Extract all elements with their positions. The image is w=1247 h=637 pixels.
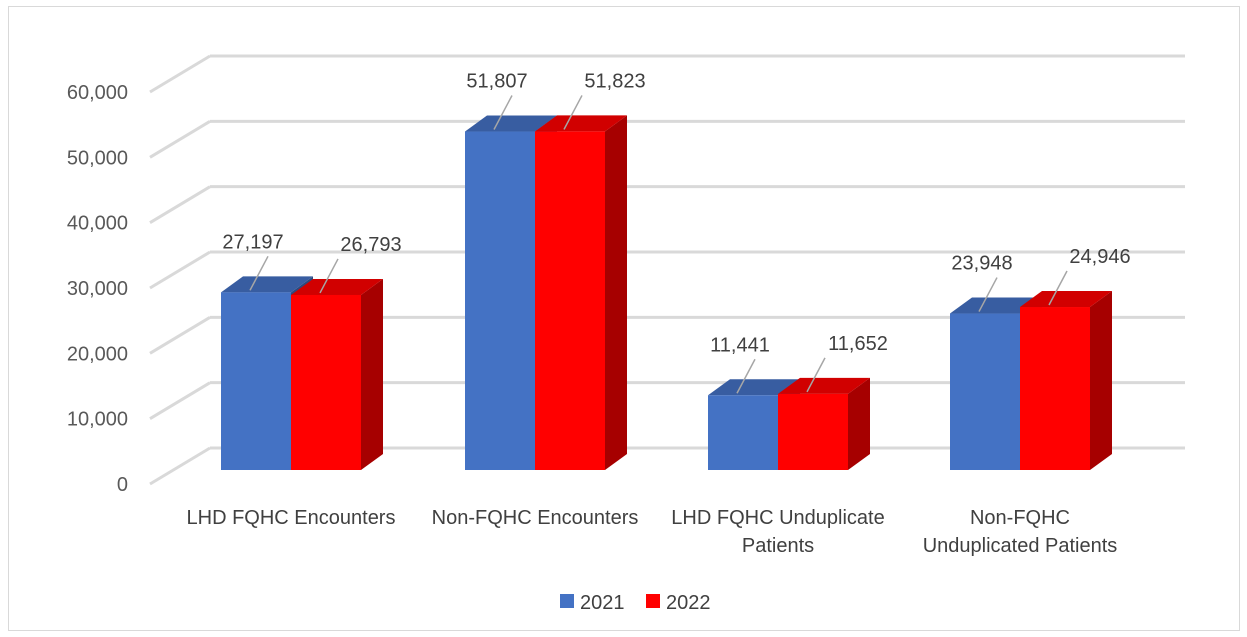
bar-top: [291, 278, 383, 295]
legend-swatch: [646, 594, 660, 608]
bar: [465, 131, 535, 471]
bar: [950, 313, 1020, 470]
leader-line: [736, 358, 756, 394]
gridline-depth: [149, 54, 211, 94]
gridline-depth: [149, 250, 211, 290]
y-tick-label: 40,000: [67, 213, 128, 235]
leader-line: [1048, 270, 1068, 306]
x-category-label: Non-FQHC: [970, 507, 1070, 529]
bar-top: [535, 115, 627, 132]
leader-line: [563, 95, 583, 130]
leader-line: [806, 357, 826, 393]
bars: [221, 115, 1112, 471]
gridline-depth: [149, 381, 211, 420]
y-tick-label: 10,000: [67, 409, 128, 431]
leader-line: [249, 255, 269, 291]
bar-top: [950, 297, 1042, 314]
x-category-label: LHD FQHC Encounters: [187, 507, 396, 529]
leader-line: [978, 277, 998, 312]
bar-top: [708, 379, 800, 396]
x-category-label: Non-FQHC Encounters: [432, 507, 639, 529]
gridline-depth: [149, 185, 211, 224]
x-category-label: Unduplicated Patients: [923, 535, 1118, 557]
legend: 2021 2022: [560, 592, 711, 614]
gridline-depth: [149, 120, 211, 159]
x-category-label: Patients: [742, 535, 814, 557]
y-tick-label: 0: [117, 474, 128, 496]
gridline-depth: [149, 316, 211, 355]
bar-side: [848, 377, 870, 470]
bar-top: [778, 377, 870, 394]
data-label: 24,946: [1069, 246, 1130, 268]
bar: [535, 131, 605, 470]
y-tick-label: 60,000: [67, 82, 128, 104]
y-tick-label: 20,000: [67, 343, 128, 365]
y-axis: 0 10,000 20,000 30,000 40,000 50,000 60,000: [67, 82, 128, 496]
bar: [1020, 307, 1090, 470]
bar-top: [1020, 291, 1112, 308]
bar-side: [605, 115, 627, 470]
legend-label: 2022: [666, 592, 711, 614]
bar-top: [221, 276, 313, 293]
data-label: 11,441: [710, 334, 770, 356]
leader-line: [493, 95, 513, 130]
data-label: 51,823: [584, 70, 645, 92]
gridline-depth: [149, 446, 211, 486]
bar: [221, 292, 291, 470]
data-label: 51,807: [466, 71, 527, 93]
bar-side: [1090, 291, 1112, 470]
legend-label: 2021: [580, 592, 625, 614]
x-axis: LHD FQHC Encounters Non-FQHC Encounters LH…: [187, 507, 1118, 557]
leader-line: [319, 258, 339, 294]
bar-top: [465, 115, 557, 132]
bar-side: [361, 278, 383, 470]
data-label: 11,652: [828, 333, 888, 355]
y-tick-label: 30,000: [67, 278, 128, 300]
data-label: 26,793: [340, 234, 401, 256]
y-tick-label: 50,000: [67, 147, 128, 169]
data-label: 23,948: [951, 253, 1012, 275]
legend-swatch: [560, 594, 574, 608]
bar: [778, 393, 848, 470]
data-label: 27,197: [222, 231, 283, 253]
bar: [708, 395, 778, 470]
bar: [291, 294, 361, 470]
x-category-label: LHD FQHC Unduplicate: [671, 507, 884, 529]
data-labels: 27,197 51,807 11,441 23,948 26,793 51,823 11,6…: [222, 70, 1131, 394]
